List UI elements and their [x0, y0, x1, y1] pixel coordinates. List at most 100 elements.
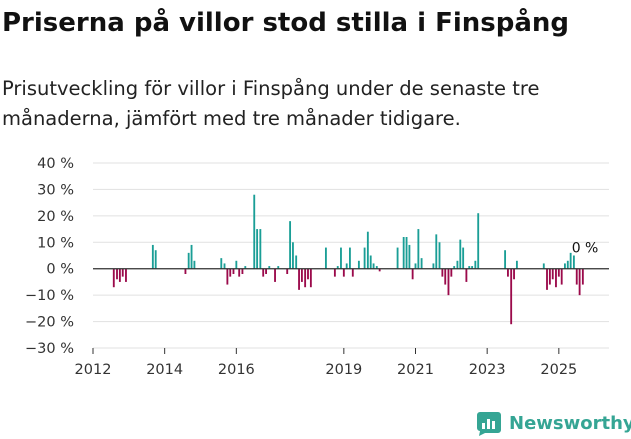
bar [357, 260, 360, 269]
y-tick-label: −20 % [25, 315, 74, 331]
bar [340, 247, 342, 269]
bar [265, 268, 267, 274]
bar [477, 213, 480, 269]
bar [116, 268, 118, 280]
bar [432, 263, 435, 269]
bar [112, 268, 115, 288]
bar [229, 268, 232, 277]
bar [336, 266, 339, 269]
bar [256, 229, 259, 269]
y-tick-label: −30 % [25, 341, 74, 357]
bar [372, 263, 375, 269]
bar [125, 268, 127, 282]
bar [309, 268, 312, 288]
bar [232, 268, 235, 274]
bar [300, 268, 303, 282]
bar [241, 268, 244, 274]
bar [420, 258, 423, 269]
bar [507, 268, 509, 277]
bar [551, 268, 554, 280]
bar [351, 268, 354, 277]
bar [441, 268, 444, 277]
bar [223, 263, 226, 269]
bar [444, 268, 447, 285]
bar [578, 268, 581, 296]
bar [450, 268, 453, 277]
x-tick-label: 2012 [75, 362, 112, 378]
bar [304, 268, 307, 288]
x-axis: 2012 2014 2016 2019 2021 2023 2025 [75, 268, 609, 378]
bar [569, 252, 572, 269]
bar [151, 244, 154, 269]
x-tick-label: 2016 [218, 362, 255, 378]
bar-chart: 40 %30 %20 %10 %0 %−10 %−20 %−30 % 2012 2… [25, 156, 609, 378]
bar [286, 268, 289, 274]
grid-lines [93, 162, 609, 349]
bar [190, 244, 193, 269]
bar [259, 229, 262, 269]
bar [515, 260, 518, 269]
bar [226, 268, 229, 285]
x-tick-label: 2025 [540, 362, 577, 378]
bar [566, 260, 569, 269]
bar [184, 268, 187, 274]
x-tick-label: 2023 [469, 362, 506, 378]
bar [345, 263, 348, 269]
bar [465, 268, 468, 282]
bar [375, 266, 378, 269]
x-tick-label: 2014 [146, 362, 183, 378]
annotations: 0 % [572, 241, 599, 257]
bar [456, 260, 459, 269]
bar [244, 266, 247, 269]
bar [564, 263, 566, 269]
bar [513, 268, 515, 280]
bar [307, 268, 309, 280]
bar [298, 268, 300, 290]
brand-name: Newsworthy [509, 412, 631, 434]
latest-value-label: 0 % [572, 241, 599, 257]
bar [277, 266, 280, 269]
bar [417, 229, 420, 269]
bar [572, 255, 575, 269]
bar [333, 268, 336, 277]
bar [274, 268, 276, 282]
bar [295, 255, 298, 269]
bar [510, 268, 513, 325]
bar [581, 268, 584, 285]
bar [405, 237, 408, 269]
bar [118, 268, 121, 282]
bar [471, 266, 474, 269]
bar [193, 260, 196, 269]
bar [262, 268, 265, 277]
bar [238, 268, 241, 277]
bar [289, 221, 292, 269]
chart-subtitle: Prisutveckling för villor i Finspång und… [2, 77, 540, 130]
bar [453, 266, 456, 269]
y-tick-label: 30 % [37, 182, 74, 198]
bar [154, 250, 157, 269]
bar [557, 268, 560, 277]
y-tick-label: 10 % [37, 235, 74, 251]
bar [369, 255, 372, 269]
y-axis: 40 % 30 % 20 % 10 % 0 % −10 % −20 % −30 % [25, 156, 74, 357]
bar [292, 242, 294, 269]
newsworthy-logo-icon [477, 412, 501, 436]
x-tick-label: 2019 [325, 362, 362, 378]
bar [187, 252, 190, 269]
bar [468, 266, 471, 269]
bar [363, 247, 366, 269]
bar [546, 268, 548, 290]
bar [121, 268, 124, 277]
bar [411, 268, 414, 280]
bar [324, 247, 327, 269]
y-tick-label: 40 % [37, 156, 74, 172]
bar [366, 231, 369, 269]
bar [220, 258, 223, 269]
bar [402, 237, 405, 269]
bar [560, 268, 563, 285]
bar-series [112, 194, 584, 325]
bar [349, 247, 351, 269]
bar [396, 247, 399, 269]
bar [414, 263, 417, 269]
newsworthy-brand[interactable]: Newsworthy [476, 408, 631, 438]
